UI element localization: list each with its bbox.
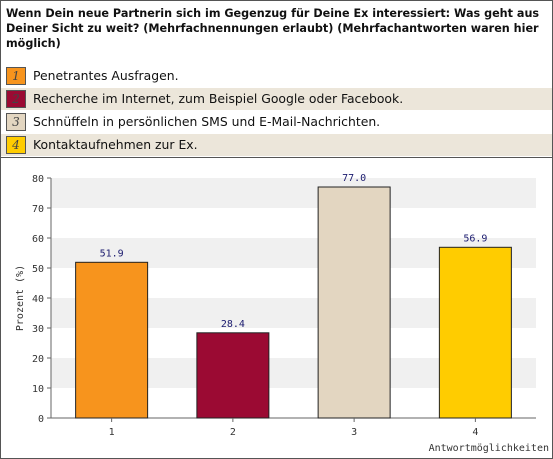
x-tick-label: 2 bbox=[230, 427, 236, 438]
y-axis-label: Prozent (%) bbox=[15, 265, 26, 331]
grid-band bbox=[51, 178, 536, 208]
grid-band bbox=[51, 208, 536, 238]
x-tick-label: 4 bbox=[472, 427, 478, 438]
legend-swatch: 3 bbox=[6, 113, 26, 131]
data-label: 56.9 bbox=[463, 233, 487, 244]
y-tick-label: 30 bbox=[32, 324, 44, 335]
legend-swatch: 1 bbox=[6, 67, 26, 85]
question-title: Wenn Dein neue Partnerin sich im Gegenzu… bbox=[6, 7, 540, 50]
x-tick-label: 1 bbox=[109, 427, 115, 438]
divider bbox=[1, 157, 552, 158]
legend-label: Kontaktaufnehmen zur Ex. bbox=[33, 137, 198, 152]
y-tick-label: 40 bbox=[32, 294, 44, 305]
data-label: 28.4 bbox=[221, 319, 245, 330]
bar-chart: 0 10 20 30 40 50 60 70 80 51.9 1 28.4 2 77.0 3 56.9 4 Ant… bbox=[15, 173, 549, 454]
legend-swatch: 4 bbox=[6, 136, 26, 154]
y-tick-label: 60 bbox=[32, 234, 44, 245]
y-tick-label: 20 bbox=[32, 354, 44, 365]
answer-legend: 1 Penetrantes Ausfragen. 2 Recherche im … bbox=[1, 65, 552, 157]
legend-swatch: 2 bbox=[6, 90, 26, 108]
legend-item: 1 Penetrantes Ausfragen. bbox=[1, 65, 552, 87]
legend-item: 3 Schnüffeln in persönlichen SMS und E-M… bbox=[1, 111, 552, 133]
data-label: 77.0 bbox=[342, 173, 366, 184]
y-tick-label: 70 bbox=[32, 204, 44, 215]
bar bbox=[196, 332, 270, 419]
x-axis-label: Antwortmöglichkeiten bbox=[429, 443, 549, 454]
bar bbox=[438, 246, 512, 419]
legend-label: Recherche im Internet, zum Beispiel Goog… bbox=[33, 91, 404, 106]
bar bbox=[317, 186, 391, 419]
legend-item: 2 Recherche im Internet, zum Beispiel Go… bbox=[1, 88, 552, 110]
x-tick-label: 3 bbox=[351, 427, 357, 438]
legend-label: Schnüffeln in persönlichen SMS und E-Mai… bbox=[33, 114, 381, 129]
y-tick-label: 10 bbox=[32, 384, 44, 395]
y-tick-label: 50 bbox=[32, 264, 44, 275]
bar bbox=[75, 261, 149, 419]
legend-label: Penetrantes Ausfragen. bbox=[33, 68, 179, 83]
y-tick-label: 0 bbox=[38, 414, 44, 425]
data-label: 51.9 bbox=[100, 248, 124, 259]
legend-item: 4 Kontaktaufnehmen zur Ex. bbox=[1, 134, 552, 156]
y-tick-label: 80 bbox=[32, 174, 44, 185]
